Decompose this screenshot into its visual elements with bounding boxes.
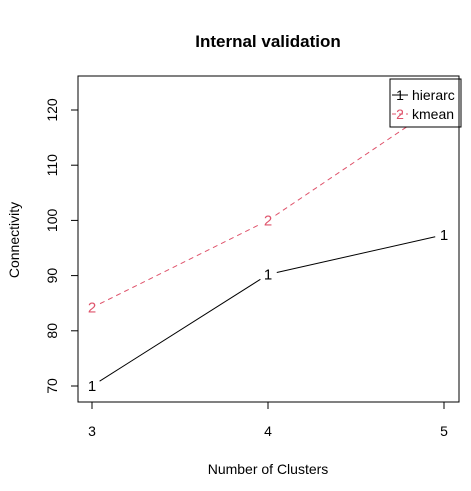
x-tick-label: 4 (264, 423, 272, 439)
legend: 1 hierarc 2 kmean (389, 78, 462, 128)
legend-label: kmean (412, 106, 454, 122)
data-point: 1 (264, 266, 272, 283)
chart-title: Internal validation (195, 32, 340, 51)
y-tick-label: 100 (44, 209, 60, 233)
data-point: 2 (264, 212, 272, 229)
data-point: 1 (440, 227, 448, 244)
axes: 3 4 5 70 80 90 100 110 120 (44, 98, 448, 439)
legend-marker: 1 (396, 87, 404, 103)
y-tick-label: 110 (44, 154, 60, 177)
data-point: 1 (88, 378, 96, 395)
plot-frame (77, 75, 460, 403)
legend-box (389, 78, 462, 128)
series-hierarchical: 1 1 1 (88, 227, 448, 395)
y-tick-label: 70 (44, 378, 60, 394)
series-layer: 1 1 1 2 2 2 (88, 94, 448, 395)
data-point: 2 (88, 300, 96, 317)
series-line-segment (276, 236, 436, 274)
y-tick-label: 80 (44, 323, 60, 339)
y-axis-label: Connectivity (6, 202, 22, 278)
x-tick-label: 5 (440, 423, 448, 439)
y-tick-label: 90 (44, 268, 60, 284)
legend-marker: 2 (396, 106, 404, 122)
series-line-segment (99, 278, 261, 382)
x-tick-label: 3 (88, 423, 96, 439)
y-tick-label: 120 (44, 98, 60, 122)
x-axis-label: Number of Clusters (208, 461, 329, 477)
legend-label: hierarc (412, 87, 455, 103)
series-line-segment (99, 223, 261, 305)
